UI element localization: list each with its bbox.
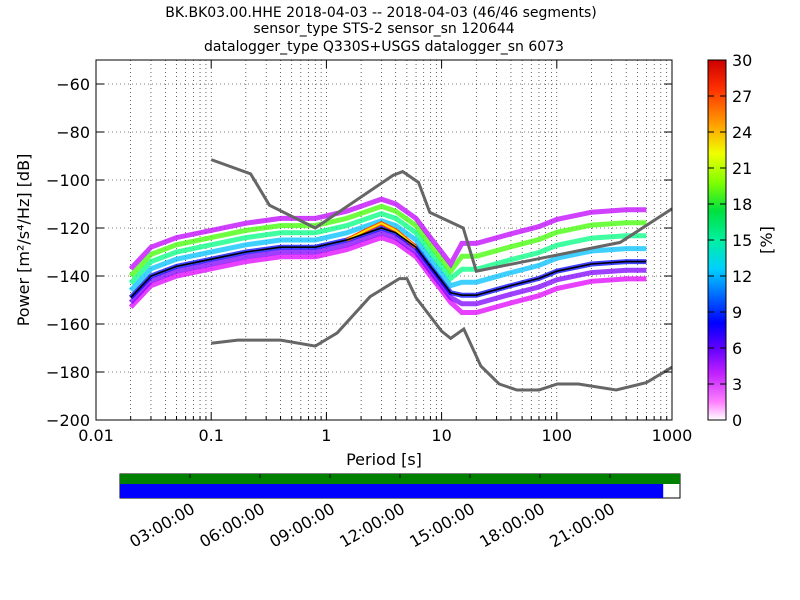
colorbar-tick-label: 30 <box>732 51 752 70</box>
coverage-panel: 03:00:0006:00:0009:00:0012:00:0015:00:00… <box>119 473 681 551</box>
y-tick-label: −80 <box>56 123 90 142</box>
median-line <box>130 227 647 299</box>
plot-border <box>95 59 673 421</box>
coverage-tick-label: 15:00:00 <box>406 499 478 551</box>
y-tick-label: −100 <box>46 171 90 190</box>
x-tick-label: 0.01 <box>78 426 114 445</box>
colorbar-tick-label: 18 <box>732 195 752 214</box>
y-tick-label: −180 <box>46 363 90 382</box>
density-peak-core <box>346 222 417 248</box>
title-line-1: BK.BK03.00.HHE 2018-04-03 -- 2018-04-03 … <box>165 5 597 21</box>
coverage-used-bar <box>120 484 664 498</box>
colorbar-tick-label: 24 <box>732 123 752 142</box>
x-tick-label: 10 <box>431 426 451 445</box>
x-tick-label: 1 <box>321 426 331 445</box>
psd-plot: 0.01 0.1 1 10 100 1000 −60 −80 −100 −120 −140 −160… <box>46 59 692 445</box>
x-tick-label: 100 <box>542 426 573 445</box>
y-tick-label: −160 <box>46 315 90 334</box>
density-band <box>128 218 647 293</box>
y-tick-label: −200 <box>46 411 90 430</box>
x-axis-label: Period [s] <box>346 450 422 469</box>
colorbar-tick-label: 21 <box>732 159 752 178</box>
density-band <box>128 196 647 271</box>
title-line-2: sensor_type STS-2 sensor_sn 120644 <box>253 21 514 37</box>
y-tick-label: −60 <box>56 75 90 94</box>
coverage-tick-label: 12:00:00 <box>336 499 408 551</box>
coverage-tick-label: 09:00:00 <box>266 499 338 551</box>
title-line-3: datalogger_type Q330S+USGS datalogger_sn… <box>204 39 564 55</box>
y-tick-label: −140 <box>46 267 90 286</box>
colorbar-tick-label: 6 <box>732 339 742 358</box>
colorbar-tick-label: 3 <box>732 375 742 394</box>
density-band <box>128 210 647 285</box>
coverage-tick-label: 18:00:00 <box>476 499 548 551</box>
coverage-tick-label: 03:00:00 <box>126 499 198 551</box>
noise-model-low_noise <box>211 277 673 392</box>
median-curve <box>130 227 647 299</box>
noise-model-high_noise <box>210 158 673 273</box>
density-band <box>128 230 647 307</box>
x-axis-ticks: 0.01 0.1 1 10 100 1000 <box>78 60 692 445</box>
colorbar-tick-label: 9 <box>732 303 742 322</box>
colorbar-tick-label: 27 <box>732 87 752 106</box>
x-tick-label: 0.1 <box>198 426 223 445</box>
coverage-tick-label: 21:00:00 <box>546 499 618 551</box>
y-axis-ticks: −60 −80 −100 −120 −140 −160 −180 −200 <box>46 75 672 430</box>
x-tick-label: 1000 <box>652 426 693 445</box>
noise-models <box>210 158 673 392</box>
coverage-tick-label: 06:00:00 <box>196 499 268 551</box>
y-axis-label: Power [m²/s⁴/Hz] [dB] <box>14 154 33 327</box>
colorbar-tick-label: 0 <box>732 411 742 430</box>
coverage-data-bar <box>120 474 680 484</box>
colorbar-tick-label: 15 <box>732 231 752 250</box>
density-band <box>128 234 647 315</box>
colorbar-label: [%] <box>757 226 776 254</box>
y-tick-label: −120 <box>46 219 90 238</box>
density-band <box>128 203 647 278</box>
colorbar-tick-label: 12 <box>732 267 752 286</box>
